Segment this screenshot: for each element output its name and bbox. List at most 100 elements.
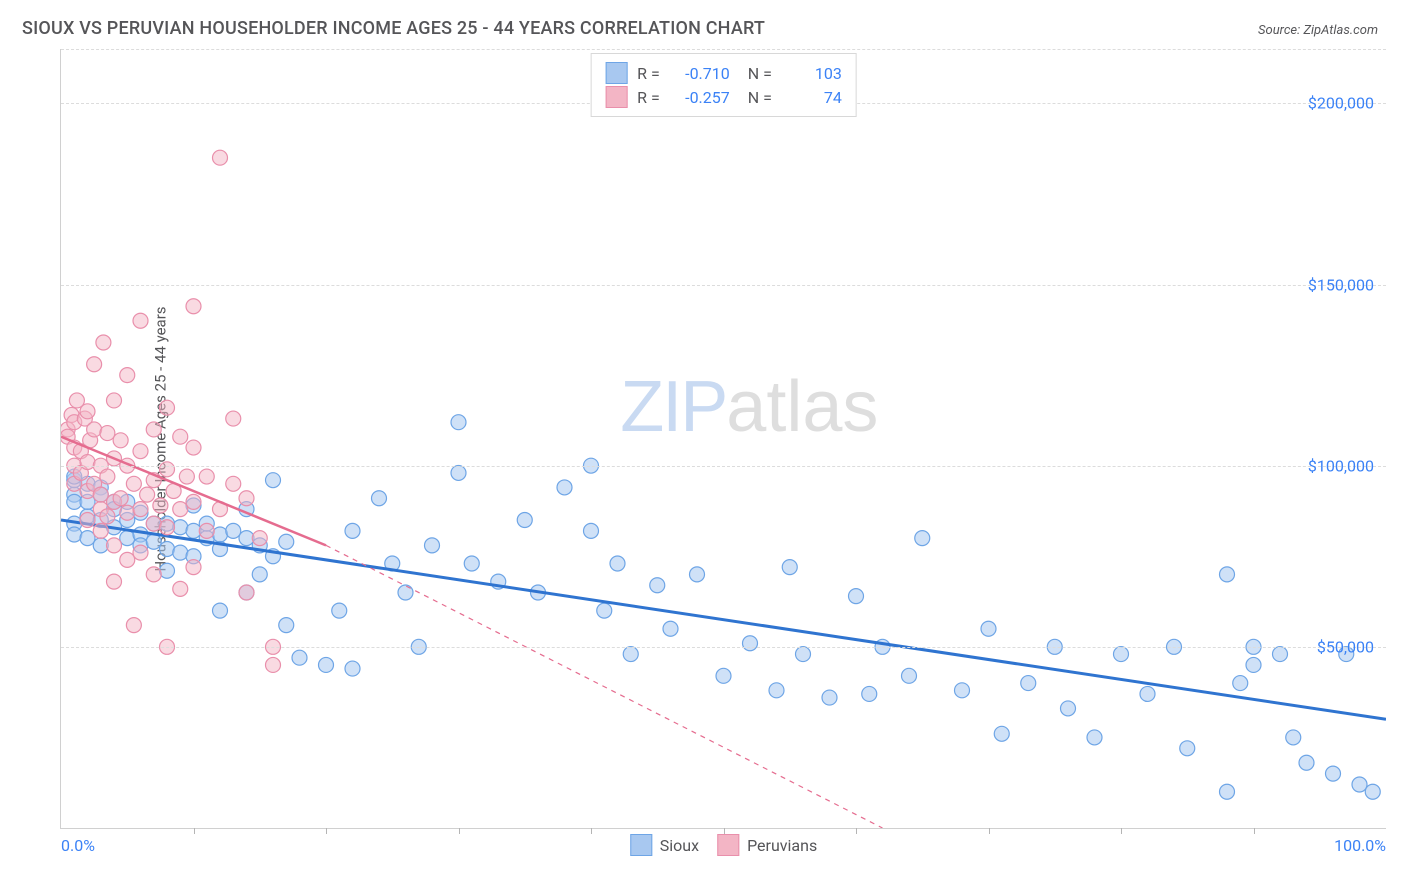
x-tick (989, 828, 990, 834)
data-point (782, 560, 797, 575)
data-point (120, 368, 135, 383)
data-point (126, 618, 141, 633)
data-point (80, 513, 95, 528)
legend-n-value: 103 (782, 64, 842, 83)
chart-header: SIOUX VS PERUVIAN HOUSEHOLDER INCOME AGE… (0, 0, 1406, 49)
data-point (93, 487, 108, 502)
data-point (690, 567, 705, 582)
data-point (451, 415, 466, 430)
legend-label: Sioux (660, 836, 699, 855)
data-point (279, 534, 294, 549)
data-point (80, 455, 95, 470)
data-point (849, 589, 864, 604)
data-point (517, 513, 532, 528)
data-point (107, 574, 122, 589)
data-point (173, 429, 188, 444)
legend-stats-row: R =-0.257 N =74 (605, 86, 842, 108)
trend-line-extrapolated (326, 545, 883, 828)
data-point (133, 313, 148, 328)
data-point (133, 444, 148, 459)
data-point (743, 636, 758, 651)
y-tick-label: $200,000 (1308, 94, 1374, 113)
legend-swatch (630, 834, 652, 856)
data-point (1233, 676, 1248, 691)
legend-swatch (605, 62, 627, 84)
x-tick (1121, 828, 1122, 834)
data-point (796, 647, 811, 662)
data-point (100, 426, 115, 441)
data-point (146, 534, 161, 549)
data-point (1273, 647, 1288, 662)
data-point (133, 545, 148, 560)
legend-n-value: 74 (782, 88, 842, 107)
data-point (226, 523, 241, 538)
data-point (226, 411, 241, 426)
data-point (610, 556, 625, 571)
data-point (1352, 777, 1367, 792)
data-point (173, 502, 188, 517)
legend-r-value: -0.257 (670, 88, 730, 107)
data-point (994, 726, 1009, 741)
data-point (584, 523, 599, 538)
chart-container: Householder Income Ages 25 - 44 years ZI… (20, 49, 1386, 829)
data-point (213, 527, 228, 542)
data-point (769, 683, 784, 698)
data-point (252, 567, 267, 582)
data-point (1140, 686, 1155, 701)
data-point (199, 469, 214, 484)
data-point (1326, 766, 1341, 781)
data-point (186, 560, 201, 575)
x-axis-end-label: 100.0% (1334, 836, 1386, 855)
gridline (61, 49, 1386, 50)
data-point (1114, 647, 1129, 662)
y-tick-label: $50,000 (1317, 637, 1374, 656)
data-point (239, 585, 254, 600)
legend-swatch (605, 86, 627, 108)
data-point (332, 603, 347, 618)
data-point (199, 523, 214, 538)
data-point (981, 621, 996, 636)
data-point (1021, 676, 1036, 691)
data-point (425, 538, 440, 553)
data-point (1061, 701, 1076, 716)
data-point (153, 498, 168, 513)
legend-item: Peruvians (717, 834, 817, 856)
data-point (1299, 755, 1314, 770)
data-point (120, 552, 135, 567)
data-point (213, 150, 228, 165)
data-point (597, 603, 612, 618)
data-point (100, 469, 115, 484)
data-point (319, 657, 334, 672)
data-point (173, 545, 188, 560)
x-tick (194, 828, 195, 834)
data-point (93, 523, 108, 538)
data-point (179, 469, 194, 484)
data-point (663, 621, 678, 636)
y-tick-label: $100,000 (1308, 456, 1374, 475)
data-point (160, 400, 175, 415)
chart-title: SIOUX VS PERUVIAN HOUSEHOLDER INCOME AGE… (22, 18, 765, 39)
data-point (226, 476, 241, 491)
data-point (173, 581, 188, 596)
x-tick (856, 828, 857, 834)
x-axis-start-label: 0.0% (61, 836, 95, 855)
data-point (292, 650, 307, 665)
data-point (650, 578, 665, 593)
data-point (1180, 741, 1195, 756)
legend-r-value: -0.710 (670, 64, 730, 83)
legend-n-label: N = (740, 88, 772, 107)
data-point (862, 686, 877, 701)
legend-series: Sioux Peruvians (630, 834, 817, 856)
data-point (96, 335, 111, 350)
data-point (146, 422, 161, 437)
data-point (716, 668, 731, 683)
data-point (160, 542, 175, 557)
data-point (107, 538, 122, 553)
data-point (146, 567, 161, 582)
data-point (213, 603, 228, 618)
data-point (239, 491, 254, 506)
data-point (186, 494, 201, 509)
trend-line (61, 520, 1386, 719)
data-point (67, 527, 82, 542)
data-point (186, 440, 201, 455)
